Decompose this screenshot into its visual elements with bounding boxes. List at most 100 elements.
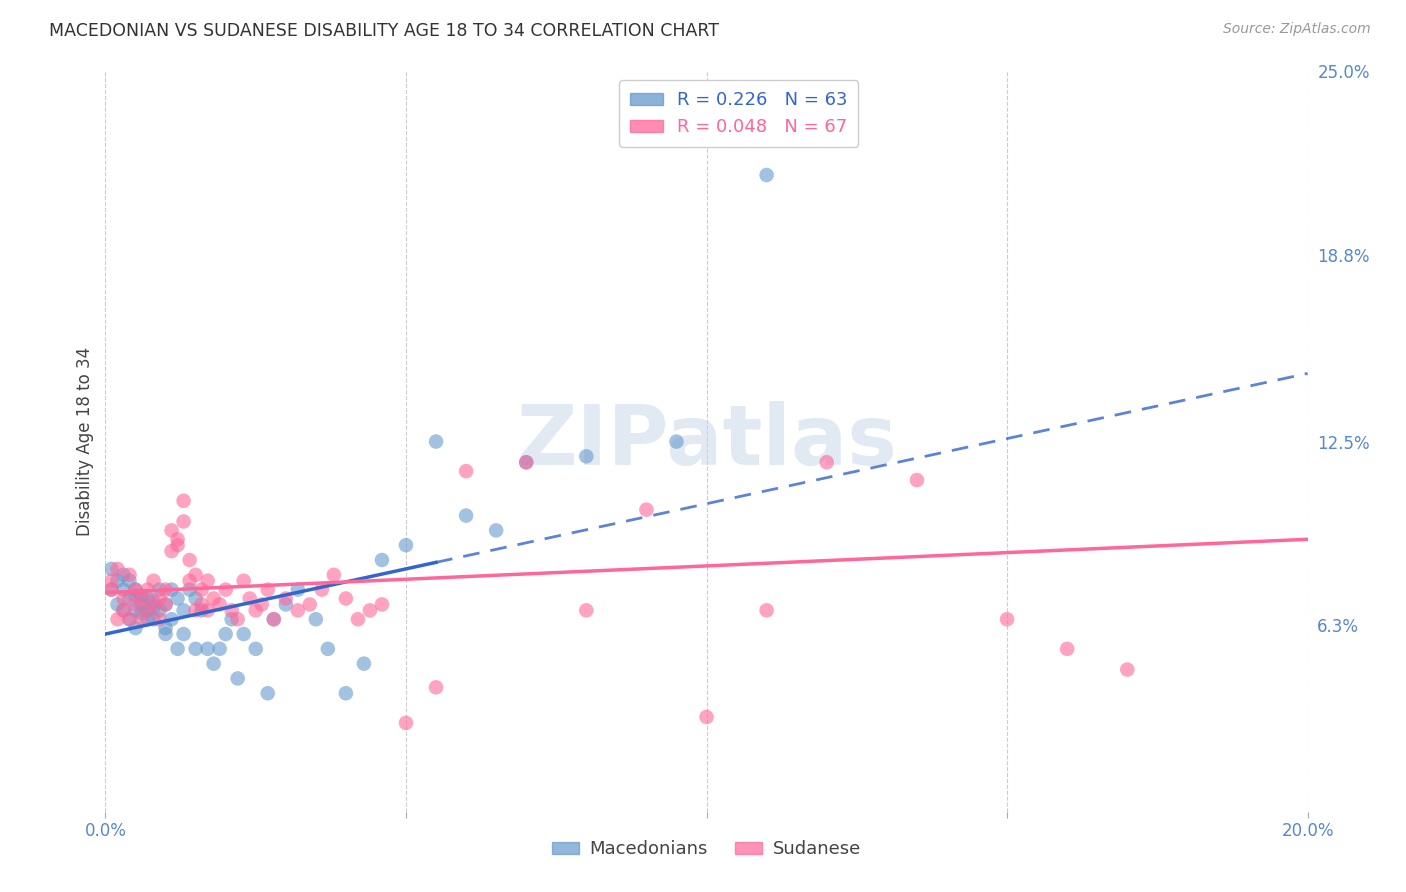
Y-axis label: Disability Age 18 to 34: Disability Age 18 to 34 [76,347,94,536]
Point [371,598,394,612]
Legend: Macedonians, Sudanese: Macedonians, Sudanese [544,833,869,865]
Point [118,591,141,606]
Point [239,591,262,606]
Point [142,598,165,612]
Text: MACEDONIAN VS SUDANESE DISABILITY AGE 18 TO 34 CORRELATION CHART: MACEDONIAN VS SUDANESE DISABILITY AGE 18… [49,22,720,40]
Point [173,493,195,508]
Point [371,553,394,567]
Point [100,562,122,576]
Point [208,641,231,656]
Point [124,603,146,617]
Point [636,502,658,516]
Point [166,538,188,552]
Point [274,591,297,606]
Point [214,582,236,597]
Point [197,603,219,617]
Point [179,582,201,597]
Point [232,574,254,588]
Point [124,589,146,603]
Point [184,641,207,656]
Text: Source: ZipAtlas.com: Source: ZipAtlas.com [1223,22,1371,37]
Point [118,612,141,626]
Point [226,672,249,686]
Point [107,574,129,588]
Point [305,612,328,626]
Point [311,582,333,597]
Point [197,574,219,588]
Point [755,168,778,182]
Point [575,450,598,464]
Point [131,591,153,606]
Point [454,508,477,523]
Point [166,591,188,606]
Point [197,641,219,656]
Point [214,627,236,641]
Point [173,627,195,641]
Point [256,686,278,700]
Point [245,641,267,656]
Point [425,681,447,695]
Point [136,591,159,606]
Point [1116,663,1139,677]
Point [112,591,135,606]
Point [136,582,159,597]
Point [298,598,321,612]
Point [1056,641,1078,656]
Point [485,524,508,538]
Point [263,612,285,626]
Point [160,582,183,597]
Point [136,603,159,617]
Point [322,567,344,582]
Point [148,582,170,597]
Point [425,434,447,449]
Point [184,591,207,606]
Point [190,582,212,597]
Point [155,598,177,612]
Point [155,627,177,641]
Point [112,567,135,582]
Point [118,612,141,626]
Point [148,603,170,617]
Point [124,582,146,597]
Point [696,710,718,724]
Point [905,473,928,487]
Point [202,657,225,671]
Point [155,621,177,635]
Point [815,455,838,469]
Point [395,715,418,730]
Point [202,591,225,606]
Point [100,574,122,588]
Point [287,582,309,597]
Point [100,582,122,597]
Point [190,603,212,617]
Point [131,589,153,603]
Point [112,603,135,617]
Point [335,591,357,606]
Point [515,455,537,469]
Point [148,591,170,606]
Point [515,455,537,469]
Point [347,612,370,626]
Point [184,567,207,582]
Point [142,612,165,626]
Point [142,600,165,615]
Point [173,603,195,617]
Point [148,612,170,626]
Point [250,598,273,612]
Text: ZIPatlas: ZIPatlas [516,401,897,482]
Point [160,612,183,626]
Point [256,582,278,597]
Point [359,603,381,617]
Point [155,582,177,597]
Point [232,627,254,641]
Point [173,515,195,529]
Point [155,598,177,612]
Point [107,598,129,612]
Point [179,574,201,588]
Point [131,598,153,612]
Point [395,538,418,552]
Point [136,603,159,617]
Point [274,598,297,612]
Point [107,562,129,576]
Point [118,567,141,582]
